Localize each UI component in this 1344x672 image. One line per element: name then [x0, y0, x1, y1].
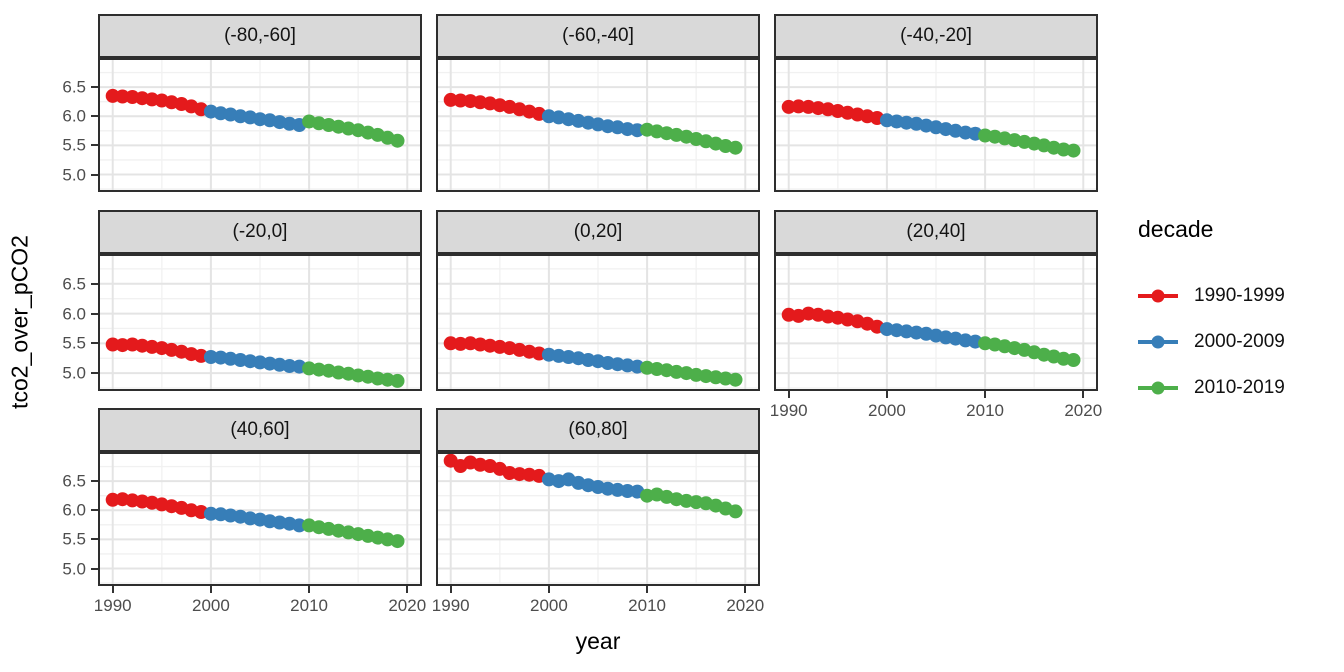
x-tick-mark: [1082, 391, 1085, 398]
x-tick-label: 2020: [388, 596, 427, 615]
legend-key-icon: [1138, 335, 1178, 349]
facet-panel: [98, 58, 422, 192]
x-tick-mark: [308, 586, 311, 593]
x-tick-mark: [646, 586, 649, 593]
legend-entries: 1990-1999 2000-2009 2010-2019: [1138, 273, 1285, 411]
y-tick-label: 5.0: [62, 363, 86, 383]
facet-strip-label: (-80,-60]: [224, 25, 296, 46]
y-axis-title: tco2_over_pCO2: [6, 235, 33, 409]
x-tick-label: 2000: [191, 596, 230, 615]
y-tick-mark: [91, 538, 98, 541]
y-tick-label: 6.0: [62, 500, 86, 520]
facet-panel: [774, 58, 1098, 192]
y-tick-label: 5.0: [62, 165, 86, 185]
x-tick-mark: [744, 586, 747, 593]
facet-panel: [436, 254, 760, 391]
x-tick-mark: [885, 391, 888, 398]
facet-strip: (60,80]: [436, 408, 760, 452]
legend: decade 1990-1999 2000-2009 2010-2019: [1138, 216, 1285, 411]
x-tick-mark: [449, 586, 452, 593]
legend-label: 2010-2019: [1194, 377, 1285, 398]
facet-strip-label: (60,80]: [568, 419, 628, 440]
y-tick-mark: [91, 312, 98, 315]
facet-strip-label: (40,60]: [230, 419, 290, 440]
facet-strip: (20,40]: [774, 210, 1098, 254]
legend-label: 1990-1999: [1194, 285, 1285, 306]
facet-strip: (-20,0]: [98, 210, 422, 254]
y-tick-mark: [91, 509, 98, 512]
x-tick-mark: [984, 391, 987, 398]
y-tick-label: 6.5: [62, 274, 86, 294]
x-tick-label: 2010: [290, 596, 328, 615]
facet-panel: [774, 254, 1098, 391]
y-tick-mark: [91, 144, 98, 147]
x-tick-mark: [209, 586, 212, 593]
y-tick-label: 6.5: [62, 77, 86, 97]
y-tick-label: 5.5: [62, 135, 86, 155]
y-tick-mark: [91, 567, 98, 570]
y-tick-mark: [91, 115, 98, 118]
y-tick-label: 5.5: [62, 333, 86, 353]
x-axis-title: year: [575, 628, 621, 654]
facet-panel: [436, 452, 760, 586]
y-tick-mark: [91, 86, 98, 89]
legend-entry-1990-1999: 1990-1999: [1138, 273, 1285, 319]
facet-panel: [98, 452, 422, 586]
legend-entry-2010-2019: 2010-2019: [1138, 365, 1285, 411]
facet-strip-label: (0,20]: [573, 221, 623, 242]
x-tick-label: 1990: [769, 401, 808, 420]
x-tick-mark: [111, 586, 114, 593]
facet-strip: (40,60]: [98, 408, 422, 452]
y-tick-label: 6.0: [62, 304, 86, 324]
legend-key-icon: [1138, 381, 1178, 395]
x-tick-label: 2000: [867, 401, 906, 420]
legend-label: 2000-2009: [1194, 331, 1285, 352]
x-tick-label: 2010: [628, 596, 666, 615]
facet-strip: (-40,-20]: [774, 14, 1098, 58]
y-tick-mark: [91, 342, 98, 345]
y-tick-mark: [91, 282, 98, 285]
y-tick-label: 6.0: [62, 106, 86, 126]
x-tick-mark: [547, 586, 550, 593]
legend-key-icon: [1138, 289, 1178, 303]
y-tick-mark: [91, 372, 98, 375]
facet-strip-label: (-40,-20]: [900, 25, 972, 46]
legend-entry-2000-2009: 2000-2009: [1138, 319, 1285, 365]
facet-panel: [98, 254, 422, 391]
x-tick-label: 2000: [529, 596, 568, 615]
y-tick-mark: [91, 480, 98, 483]
facet-strip: (-60,-40]: [436, 14, 760, 58]
y-tick-label: 5.0: [62, 559, 86, 579]
x-tick-mark: [406, 586, 409, 593]
y-tick-mark: [91, 173, 98, 176]
facet-strip-label: (20,40]: [906, 221, 966, 242]
y-tick-label: 5.5: [62, 529, 86, 549]
x-tick-label: 2020: [1064, 401, 1103, 420]
x-tick-label: 1990: [431, 596, 470, 615]
x-tick-label: 2010: [966, 401, 1004, 420]
facet-strip-label: (-20,0]: [232, 221, 288, 242]
y-tick-label: 6.5: [62, 471, 86, 491]
legend-title: decade: [1138, 216, 1214, 242]
facet-strip-label: (-60,-40]: [562, 25, 634, 46]
x-tick-label: 1990: [93, 596, 132, 615]
facet-panel: [436, 58, 760, 192]
facet-strip: (0,20]: [436, 210, 760, 254]
facet-strip: (-80,-60]: [98, 14, 422, 58]
x-tick-label: 2020: [726, 596, 765, 615]
x-tick-mark: [787, 391, 790, 398]
